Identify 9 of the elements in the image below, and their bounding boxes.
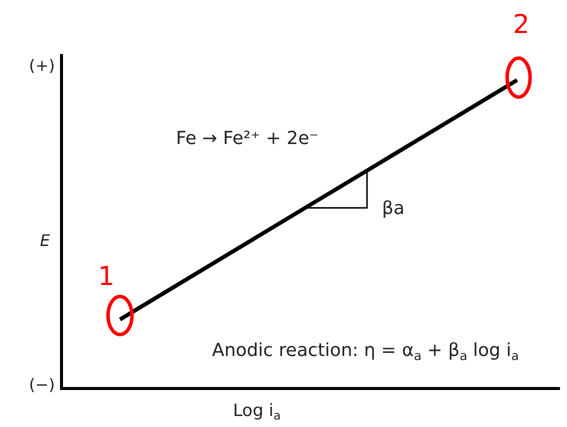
text: (+) [29, 56, 55, 75]
annotation: Fe → Fe²⁺ + 2e⁻ [176, 128, 319, 149]
y-axis-title: E [40, 231, 51, 250]
annotation: 1 [98, 262, 115, 292]
x-axis-title: Log i$_{a}$ [233, 401, 281, 423]
text: (−) [29, 375, 55, 394]
annotation: Anodic reaction: η = α$_{a}$ + β$_{a}$ log i$_{a}$ [212, 340, 519, 363]
text: 2 [513, 10, 530, 40]
annotation: βa [382, 198, 405, 219]
